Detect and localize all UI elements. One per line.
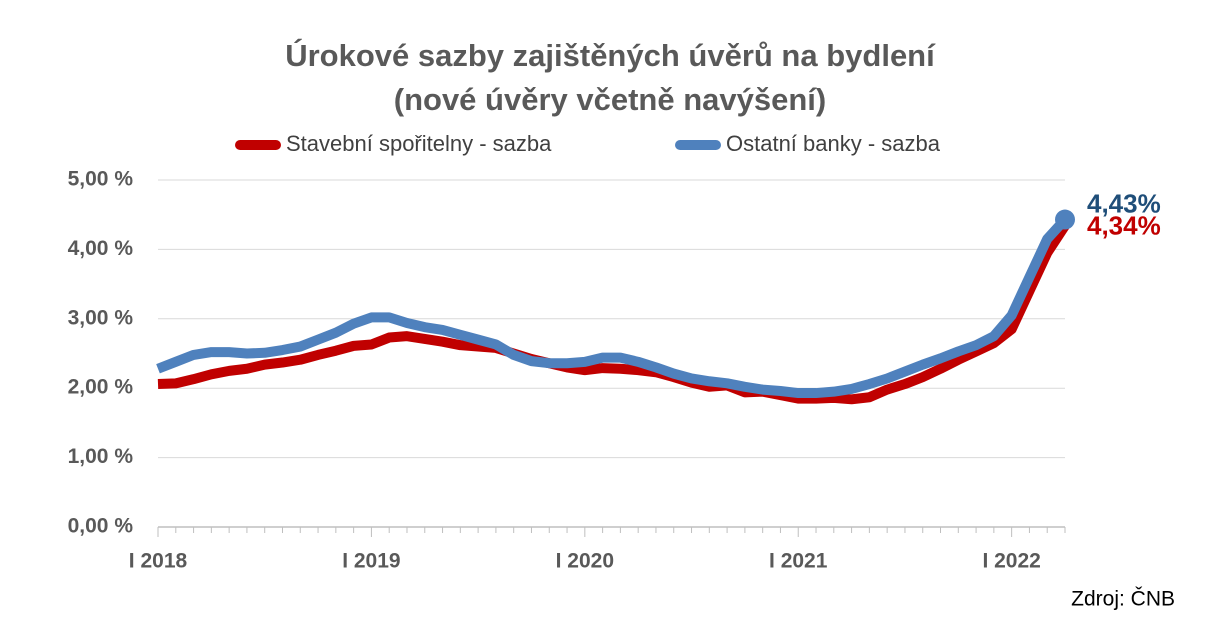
y-tick-label: 0,00 % xyxy=(68,515,134,538)
x-tick-label: I 2021 xyxy=(769,550,828,573)
x-tick-label: I 2020 xyxy=(556,550,614,573)
legend-label: Ostatní banky - sazba xyxy=(726,131,941,156)
data-label: 4,43% xyxy=(1087,188,1161,218)
x-tick-label: I 2019 xyxy=(342,550,400,573)
y-tick-label: 2,00 % xyxy=(68,376,134,399)
end-marker xyxy=(1055,209,1075,230)
x-tick-label: I 2022 xyxy=(982,550,1040,573)
line xyxy=(157,223,1070,405)
line xyxy=(156,216,1069,399)
y-tick-label: 4,00 % xyxy=(68,237,134,260)
legend-label: Stavební spořitelny - sazba xyxy=(286,131,552,156)
source: Zdroj: ČNB xyxy=(1071,588,1175,611)
x-tick-label: I 2018 xyxy=(129,550,188,573)
y-tick-label: 1,00 % xyxy=(68,445,134,468)
chart-subtitle: (nové úvěry včetně navýšení) xyxy=(394,82,826,117)
chart-title: Úrokové sazby zajištěných úvěrů na bydle… xyxy=(285,37,936,73)
data-label: 4,34% xyxy=(1087,211,1161,241)
y-tick-label: 3,00 % xyxy=(68,306,134,329)
y-tick-label: 5,00 % xyxy=(68,168,134,191)
